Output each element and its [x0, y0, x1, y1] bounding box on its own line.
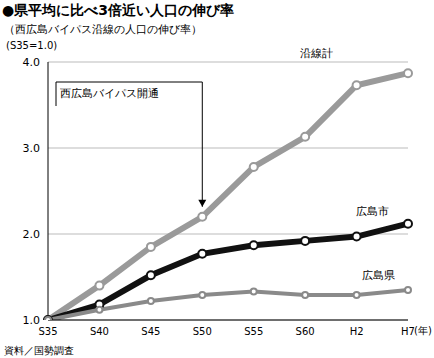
html-text:広島市: 広島市 [356, 205, 389, 218]
svg-text:S55: S55 [244, 326, 263, 337]
svg-text:2.0: 2.0 [23, 228, 41, 241]
svg-text:1.0: 1.0 [23, 314, 41, 327]
html-text:沿線計: 沿線計 [300, 47, 333, 60]
svg-text:S50: S50 [193, 326, 212, 337]
svg-text:S45: S45 [141, 326, 160, 337]
html-text:西広島バイパス開通: 西広島バイパス開通 [60, 87, 159, 100]
html-text:（西広島バイパス沿線の人口の伸び率）: （西広島バイパス沿線の人口の伸び率） [4, 23, 202, 36]
html-text:(S35=1.0): (S35=1.0) [6, 40, 58, 51]
svg-text:4.0: 4.0 [23, 56, 41, 69]
svg-text:S35: S35 [38, 326, 57, 337]
html-text:●県平均に比べ3倍近い人口の伸び率: ●県平均に比べ3倍近い人口の伸び率 [2, 2, 234, 18]
html-text:広島県: 広島県 [362, 269, 395, 282]
svg-text:H7: H7 [401, 326, 415, 337]
html-text:(年): (年) [414, 325, 432, 336]
html-text:資料／国勢調査: 資料／国勢調査 [4, 345, 74, 356]
svg-text:H2: H2 [350, 326, 364, 337]
svg-text:S40: S40 [90, 326, 109, 337]
svg-text:S60: S60 [296, 326, 315, 337]
svg-text:3.0: 3.0 [23, 142, 41, 155]
